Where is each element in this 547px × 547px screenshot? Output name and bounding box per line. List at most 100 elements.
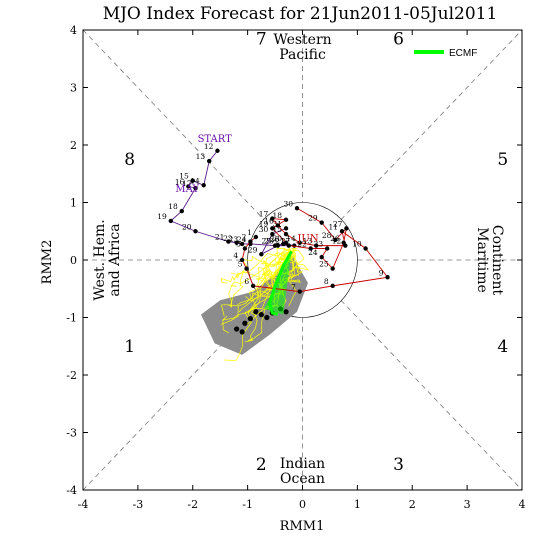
point-day-label: 21 (215, 233, 225, 242)
data-point (344, 226, 349, 231)
data-point (201, 183, 206, 188)
point-day-label: 13 (196, 152, 206, 161)
point-day-label: 19 (259, 219, 269, 228)
legend-label: ECMF (449, 48, 477, 59)
point-day-label: 26 (270, 235, 280, 244)
phase-number: 7 (256, 29, 267, 49)
data-point (314, 243, 319, 248)
data-point (283, 226, 289, 231)
x-tick-label: -1 (242, 498, 253, 511)
data-point (294, 206, 300, 211)
point-day-label: 7 (291, 283, 296, 292)
data-point (286, 243, 291, 248)
point-day-label: 16 (175, 177, 185, 186)
point-day-label: 1 (247, 228, 252, 237)
point-day-label: 8 (324, 277, 329, 286)
y-tick-label: -1 (66, 312, 77, 325)
data-point (207, 158, 212, 164)
phase-number: 5 (497, 150, 508, 170)
data-point (190, 178, 195, 183)
data-point (270, 226, 275, 231)
point-day-label: 9 (379, 268, 384, 277)
chart-title: MJO Index Forecast for 21Jun2011-05Jul20… (103, 4, 498, 24)
y-tick-label: 2 (70, 139, 77, 152)
point-day-label: 23 (314, 240, 324, 249)
data-point (275, 223, 281, 228)
x-tick-label: -3 (133, 498, 144, 511)
point-day-label: 15 (179, 172, 189, 181)
data-point (341, 240, 346, 245)
month-label: MAY (175, 184, 199, 195)
ensemble-member-line (256, 248, 298, 288)
region-label-maritime-continent: Maritime (474, 227, 490, 293)
point-day-label: 28 (322, 231, 332, 240)
data-point (270, 216, 275, 221)
y-axis-label: RMM2 (40, 240, 55, 285)
point-day-label: 15 (272, 225, 282, 234)
data-point (250, 283, 256, 289)
data-point (193, 185, 198, 191)
data-point (239, 241, 245, 247)
point-day-label: 24 (237, 235, 247, 244)
point-day-label: 23 (229, 235, 239, 244)
legend: ECMF (414, 48, 477, 59)
y-tick-label: 0 (70, 254, 77, 267)
point-day-label: 30 (259, 225, 269, 234)
x-tick-label: 1 (354, 498, 361, 511)
point-day-label: 10 (352, 240, 362, 249)
data-point (333, 237, 338, 243)
data-point (330, 266, 335, 271)
series-line-ecmf (268, 250, 293, 317)
point-day-label: 24 (308, 248, 318, 257)
data-point (186, 184, 191, 189)
region-label-indian-ocean: Ocean (280, 471, 325, 487)
point-day-label: 28 (264, 237, 274, 246)
point-day-label: 3 (236, 240, 241, 249)
ensemble-member-line (221, 251, 292, 334)
data-point (253, 234, 259, 240)
data-point (324, 246, 330, 251)
region-label-indian-ocean: Indian (280, 456, 325, 472)
ensemble-endpoint (247, 316, 253, 322)
data-point (283, 231, 289, 237)
y-tick-label: -2 (66, 369, 77, 382)
point-day-label: 17 (259, 210, 269, 219)
month-label: JUN (296, 234, 318, 245)
observed-trajectory: 1213141516171819202122232425262728293031… (157, 134, 390, 317)
point-day-label: 13 (303, 237, 313, 246)
data-point (168, 218, 173, 224)
data-point (319, 254, 324, 260)
data-point (242, 246, 248, 251)
data-point (226, 239, 231, 244)
data-point (283, 217, 289, 222)
y-tick-label: -3 (66, 427, 77, 440)
phase-number: 1 (124, 337, 135, 357)
diagonal-guide (340, 299, 523, 491)
point-day-label: 16 (264, 217, 274, 226)
data-point (270, 231, 275, 237)
x-tick-label: -4 (78, 498, 89, 511)
data-point (363, 246, 368, 251)
point-day-label: 25 (319, 260, 329, 269)
ensemble-endpoint (264, 314, 270, 321)
x-tick-label: 2 (409, 498, 416, 511)
data-point (308, 246, 313, 251)
point-day-label: 29 (248, 245, 258, 254)
point-day-label: 4 (233, 251, 238, 260)
region-label-western-pacific: Western (273, 32, 331, 48)
diagonal-guide (82, 29, 265, 221)
ensemble-member-line (260, 251, 292, 282)
phase-number: 4 (497, 337, 508, 357)
ensemble-endpoint (253, 309, 259, 315)
phase-number: 8 (124, 150, 135, 170)
y-tick-label: -4 (66, 484, 77, 497)
series-line-jun (241, 207, 389, 293)
y-tick-label: 4 (70, 24, 77, 37)
data-point (283, 240, 289, 245)
x-tick-label: -2 (187, 498, 198, 511)
point-day-label: 19 (157, 212, 167, 221)
point-day-label: 14 (190, 176, 200, 185)
x-tick-label: 0 (299, 498, 306, 511)
data-point (385, 275, 390, 280)
